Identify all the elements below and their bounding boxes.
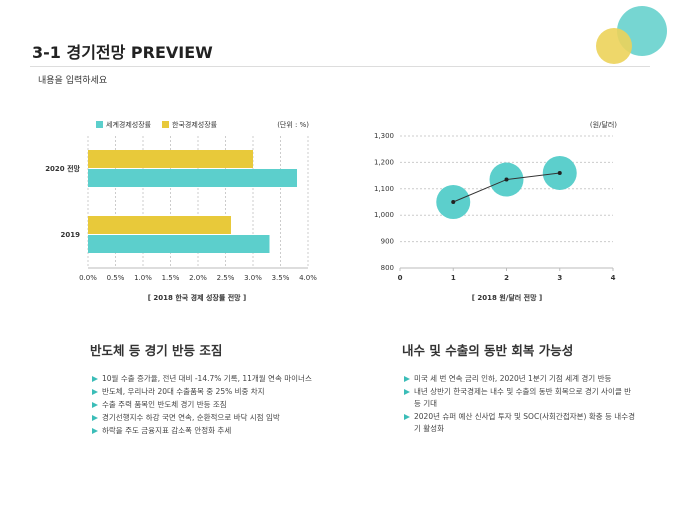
bar: [88, 216, 231, 234]
bullet: 10월 수출 증가율, 전년 대비 -14.7% 기록, 11개월 연속 마이너…: [90, 373, 325, 385]
legend-swatch: [162, 121, 169, 128]
unit: (원/달러): [590, 120, 617, 129]
bar: [88, 235, 270, 253]
bullet: 미국 세 번 연속 금리 인하, 2020년 1분기 기점 세계 경기 반등: [402, 373, 637, 385]
bullet: 수출 주력 품목인 반도체 경기 반등 조짐: [90, 399, 325, 411]
point: [557, 170, 562, 175]
x-tick-label: 1.0%: [134, 274, 152, 282]
x-tick-label: 2.5%: [217, 274, 235, 282]
legend-label: 한국경제성장률: [172, 120, 218, 129]
x-tick-label: 2: [504, 274, 509, 282]
y-tick-label: 2019: [61, 231, 81, 239]
caption: [ 2018 원/달러 전망 ]: [472, 293, 542, 302]
bullet: 반도체, 우리나라 20대 수출품목 중 25% 비중 차지: [90, 386, 325, 398]
point: [451, 200, 456, 204]
unit: (단위 : %): [277, 120, 309, 129]
x-tick-label: 0.5%: [107, 274, 125, 282]
x-tick-label: 0.0%: [79, 274, 97, 282]
x-tick-label: 4: [611, 274, 616, 282]
title: 3-1 경기전망 PREVIEW: [32, 43, 213, 62]
y-tick-label: 1,300: [374, 132, 394, 140]
x-tick-label: 0: [398, 274, 403, 282]
bullet-list: 미국 세 번 연속 금리 인하, 2020년 1분기 기점 세계 경기 반등 내년…: [402, 373, 637, 435]
x-tick-label: 3.5%: [272, 274, 290, 282]
divider: [30, 66, 650, 67]
legend-swatch: [96, 121, 103, 128]
legend-label: 세계경제성장률: [106, 120, 152, 129]
x-tick-label: 3: [557, 274, 562, 282]
y-tick-label: 1,000: [374, 211, 394, 219]
x-tick-label: 2.0%: [189, 274, 207, 282]
y-tick-label: 800: [381, 264, 394, 272]
subtitle: 내용을 입력하세요: [38, 76, 108, 86]
bullet-list: 10월 수출 증가율, 전년 대비 -14.7% 기록, 11개월 연속 마이너…: [90, 373, 325, 437]
section: 반도체 등 경기 반등 조짐 10월 수출 증가율, 전년 대비 -14.7% 기…: [90, 340, 325, 438]
x-tick-label: 4.0%: [299, 274, 317, 282]
x-tick-label: 1.5%: [162, 274, 180, 282]
y-tick-label: 2020 전망: [45, 164, 80, 173]
deco: [596, 28, 632, 64]
bullet: 하락을 주도 금융지표 감소폭 안정화 추세: [90, 425, 325, 437]
y-tick-label: 1,200: [374, 158, 394, 166]
bullet: 내년 상반기 한국경제는 내수 및 수출의 동반 회복으로 경기 사이클 반등 …: [402, 386, 637, 410]
bullet: 경기선행지수 하강 국면 연속, 순환적으로 바닥 시점 임박: [90, 412, 325, 424]
y-tick-label: 900: [381, 238, 394, 246]
y-tick-label: 1,100: [374, 185, 394, 193]
bar: [88, 169, 297, 187]
bullet: 2020년 슈퍼 예산 신사업 투자 및 SOC(사회간접자본) 확충 등 내수…: [402, 411, 637, 435]
bar: [88, 150, 253, 168]
x-tick-label: 3.0%: [244, 274, 262, 282]
point: [504, 177, 509, 182]
caption: [ 2018 한국 경제 성장률 전망 ]: [148, 293, 246, 302]
x-tick-label: 1: [451, 274, 456, 282]
section-heading: 내수 및 수출의 동반 회복 가능성: [402, 343, 574, 358]
section-heading: 반도체 등 경기 반등 조짐: [90, 343, 223, 358]
